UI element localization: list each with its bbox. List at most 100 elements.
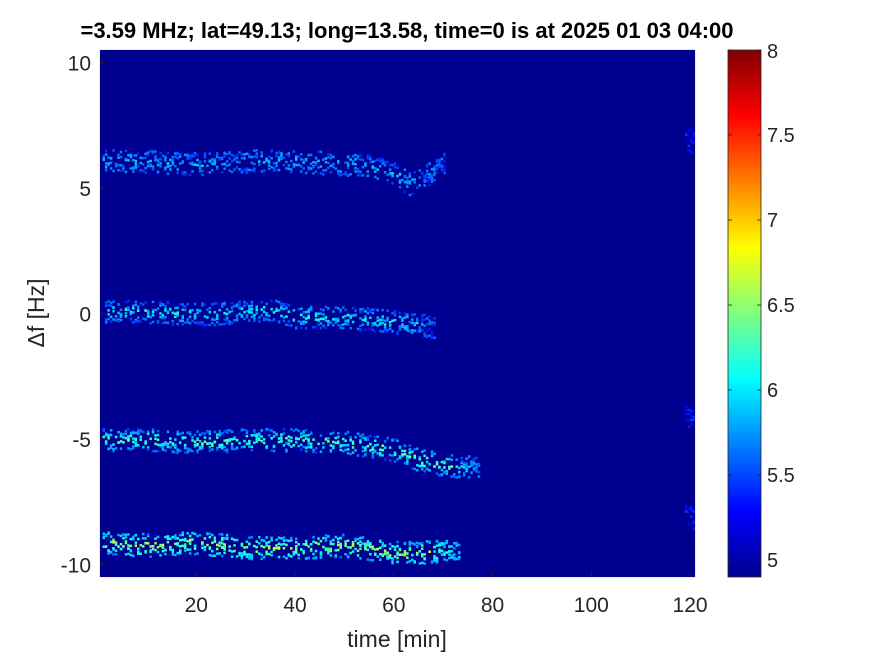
- heatmap-cell: [386, 160, 389, 164]
- heatmap-cell: [440, 460, 444, 464]
- heatmap-cell: [159, 554, 162, 557]
- heatmap-cell: [374, 308, 377, 311]
- heatmap-cell: [418, 184, 421, 187]
- heatmap-cell: [132, 554, 135, 558]
- heatmap-cell: [443, 165, 446, 168]
- heatmap-cell: [430, 178, 434, 182]
- heatmap-cell: [132, 170, 135, 173]
- heatmap-cell: [201, 442, 204, 445]
- heatmap-cell: [191, 154, 194, 158]
- heatmap-cell: [198, 322, 202, 325]
- heatmap-cell: [423, 332, 426, 335]
- heatmap-cell: [467, 465, 471, 469]
- heatmap-cell: [216, 302, 219, 305]
- heatmap-cell: [359, 308, 362, 311]
- heatmap-cell: [319, 539, 323, 543]
- heatmap-cell: [309, 153, 313, 157]
- heatmap-cell: [253, 544, 256, 548]
- heatmap-cell: [206, 442, 209, 445]
- heatmap-cell: [406, 454, 409, 458]
- heatmap-cell: [428, 175, 431, 178]
- heatmap-cell: [196, 153, 199, 156]
- heatmap-cell: [109, 433, 113, 437]
- heatmap-cell: [240, 446, 244, 449]
- heatmap-cell: [354, 166, 357, 170]
- heatmap-cell: [430, 321, 434, 324]
- heatmap-cell: [112, 553, 115, 556]
- heatmap-cell: [295, 537, 298, 541]
- heatmap-cell: [300, 320, 303, 324]
- heatmap-cell: [406, 462, 409, 466]
- heatmap-cell: [265, 158, 268, 162]
- heatmap-cell: [139, 320, 142, 323]
- heatmap-cell: [277, 536, 281, 540]
- heatmap-cell: [477, 462, 481, 466]
- heatmap-cell: [304, 557, 308, 560]
- heatmap-cell: [109, 540, 113, 544]
- heatmap-cell: [223, 445, 226, 449]
- heatmap-cell: [376, 319, 379, 322]
- heatmap-cell: [366, 323, 370, 326]
- heatmap-cell: [112, 449, 115, 453]
- heatmap-cell: [433, 557, 436, 560]
- heatmap-cell: [193, 317, 197, 320]
- heatmap-cell: [302, 543, 305, 546]
- heatmap-cell: [445, 469, 449, 473]
- heatmap-cell: [164, 552, 167, 556]
- heatmap-cell: [319, 312, 323, 315]
- heatmap-cell: [342, 315, 345, 319]
- heatmap-cell: [253, 162, 256, 166]
- heatmap-cell: [425, 316, 429, 320]
- heatmap-cell: [416, 541, 419, 545]
- heatmap-cell: [225, 152, 229, 156]
- heatmap-cell: [290, 439, 293, 443]
- heatmap-cell: [230, 153, 234, 157]
- heatmap-cell: [107, 300, 110, 303]
- heatmap-cell: [203, 440, 207, 444]
- heatmap-cell: [132, 311, 135, 314]
- heatmap-cell: [687, 128, 691, 131]
- heatmap-cell: [364, 544, 367, 547]
- heatmap-cell: [235, 555, 239, 558]
- heatmap-cell: [366, 307, 370, 310]
- heatmap-cell: [137, 552, 140, 555]
- heatmap-cell: [139, 435, 142, 439]
- heatmap-cell: [423, 174, 426, 178]
- heatmap-cell: [359, 170, 362, 174]
- heatmap-cell: [302, 445, 305, 449]
- heatmap-cell: [438, 160, 441, 164]
- heatmap-cell: [225, 442, 229, 445]
- heatmap-cell: [112, 548, 115, 551]
- heatmap-cell: [280, 436, 283, 440]
- heatmap-cell: [267, 427, 271, 431]
- heatmap-cell: [443, 168, 446, 172]
- y-axis-label: Δf [Hz]: [23, 278, 49, 347]
- heatmap-cell: [379, 546, 382, 550]
- heatmap-cell: [112, 443, 115, 446]
- heatmap-cell: [258, 160, 261, 163]
- heatmap-cell: [339, 444, 342, 447]
- heatmap-cell: [225, 450, 229, 454]
- heatmap-cell: [374, 323, 377, 326]
- heatmap-cell: [692, 416, 695, 419]
- heatmap-cell: [337, 172, 340, 176]
- heatmap-cell: [169, 446, 172, 449]
- heatmap-cell: [265, 552, 268, 556]
- heatmap-cell: [359, 435, 362, 438]
- heatmap-cell: [151, 166, 155, 170]
- heatmap-cell: [193, 302, 197, 306]
- heatmap-cell: [287, 153, 291, 157]
- heatmap-cell: [216, 165, 219, 169]
- heatmap-cell: [137, 432, 140, 436]
- heatmap-cell: [292, 309, 296, 312]
- heatmap-cell: [248, 306, 251, 309]
- heatmap-cell: [117, 169, 120, 172]
- heatmap-cell: [183, 543, 187, 546]
- heatmap-cell: [156, 307, 160, 310]
- heatmap-cell: [356, 157, 360, 160]
- heatmap-cell: [270, 449, 273, 452]
- heatmap-cell: [428, 319, 431, 322]
- heatmap-cell: [290, 436, 293, 439]
- heatmap-cell: [411, 467, 414, 470]
- heatmap-cell: [122, 165, 125, 169]
